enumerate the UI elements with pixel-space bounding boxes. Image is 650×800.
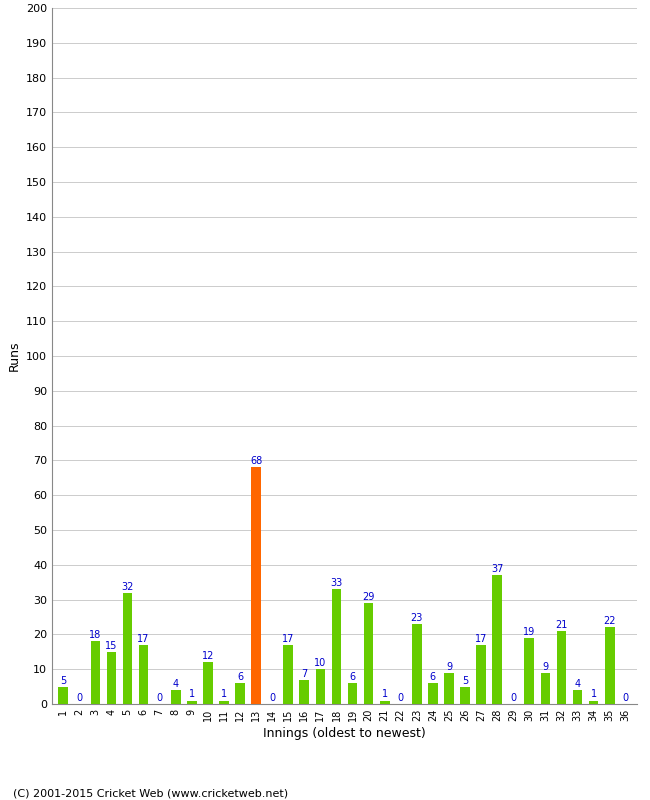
Text: 17: 17 [282, 634, 294, 644]
Bar [380, 701, 389, 704]
Bar [541, 673, 550, 704]
Text: 17: 17 [137, 634, 150, 644]
Text: 37: 37 [491, 564, 503, 574]
Text: 5: 5 [60, 675, 66, 686]
Text: 1: 1 [382, 690, 388, 699]
Bar [107, 652, 116, 704]
Bar [525, 638, 534, 704]
Text: 1: 1 [221, 690, 227, 699]
Bar [139, 645, 148, 704]
Bar [492, 575, 502, 704]
Text: 4: 4 [575, 679, 580, 689]
Text: 22: 22 [603, 616, 616, 626]
Bar [412, 624, 422, 704]
Text: 0: 0 [623, 693, 629, 703]
Text: 9: 9 [542, 662, 549, 672]
X-axis label: Innings (oldest to newest): Innings (oldest to newest) [263, 727, 426, 740]
Bar [556, 631, 566, 704]
Bar [476, 645, 486, 704]
Text: 5: 5 [462, 675, 468, 686]
Bar [187, 701, 197, 704]
Bar [252, 467, 261, 704]
Text: 9: 9 [446, 662, 452, 672]
Text: 6: 6 [350, 672, 356, 682]
Text: 1: 1 [188, 690, 195, 699]
Bar [90, 642, 100, 704]
Text: 15: 15 [105, 641, 118, 650]
Bar [123, 593, 133, 704]
Bar [203, 662, 213, 704]
Text: 0: 0 [157, 693, 162, 703]
Bar [219, 701, 229, 704]
Bar [300, 680, 309, 704]
Bar [589, 701, 599, 704]
Text: 33: 33 [330, 578, 343, 588]
Text: 18: 18 [89, 630, 101, 640]
Text: 0: 0 [510, 693, 516, 703]
Text: (C) 2001-2015 Cricket Web (www.cricketweb.net): (C) 2001-2015 Cricket Web (www.cricketwe… [13, 788, 288, 798]
Text: 6: 6 [237, 672, 243, 682]
Text: 32: 32 [122, 582, 134, 591]
Text: 10: 10 [314, 658, 326, 668]
Text: 23: 23 [411, 613, 423, 623]
Text: 29: 29 [363, 592, 375, 602]
Text: 19: 19 [523, 627, 536, 637]
Bar [364, 603, 374, 704]
Text: 12: 12 [202, 651, 214, 661]
Text: 1: 1 [591, 690, 597, 699]
Bar [332, 589, 341, 704]
Text: 21: 21 [555, 620, 567, 630]
Bar [428, 683, 437, 704]
Y-axis label: Runs: Runs [7, 341, 20, 371]
Text: 7: 7 [301, 669, 307, 678]
Text: 0: 0 [398, 693, 404, 703]
Bar [348, 683, 358, 704]
Text: 68: 68 [250, 456, 262, 466]
Bar [460, 686, 470, 704]
Bar [605, 627, 614, 704]
Bar [283, 645, 293, 704]
Text: 0: 0 [76, 693, 83, 703]
Bar [235, 683, 245, 704]
Text: 4: 4 [173, 679, 179, 689]
Bar [58, 686, 68, 704]
Text: 6: 6 [430, 672, 436, 682]
Bar [573, 690, 582, 704]
Bar [444, 673, 454, 704]
Bar [315, 669, 325, 704]
Bar [171, 690, 181, 704]
Text: 0: 0 [269, 693, 275, 703]
Text: 17: 17 [475, 634, 488, 644]
